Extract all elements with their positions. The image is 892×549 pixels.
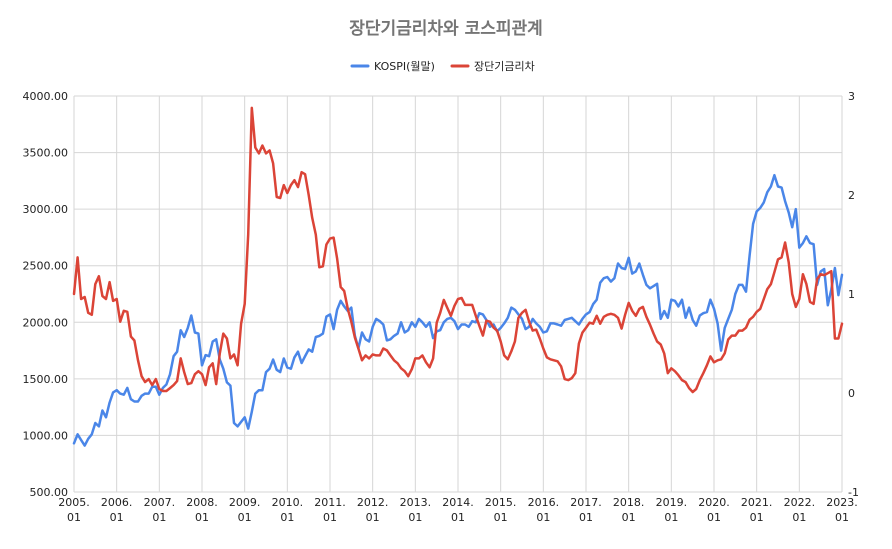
x-tick-label: 01	[579, 511, 593, 524]
x-tick-label: 01	[67, 511, 81, 524]
x-tick-label: 01	[280, 511, 294, 524]
y-left-tick-label: 2000.00	[23, 316, 69, 329]
x-tick-label: 01	[750, 511, 764, 524]
x-tick-label: 2012.	[357, 496, 389, 509]
x-tick-label: 2022.	[784, 496, 816, 509]
x-tick-label: 01	[238, 511, 252, 524]
y-right-tick-label: -1	[848, 486, 859, 499]
x-tick-label: 2007.	[144, 496, 176, 509]
gridlines	[73, 95, 843, 493]
y-left-tick-label: 1000.00	[23, 429, 69, 442]
y-axis-right: -1 0 1 2 3	[848, 90, 859, 499]
x-tick-label: 2016.	[528, 496, 560, 509]
x-tick-label: 01	[110, 511, 124, 524]
x-tick-label: 01	[792, 511, 806, 524]
x-tick-label: 2019.	[656, 496, 688, 509]
y-right-tick-label: 1	[848, 288, 855, 301]
y-left-tick-label: 3500.00	[23, 147, 69, 160]
x-tick-label: 2013.	[400, 496, 432, 509]
y-left-tick-label: 1500.00	[23, 373, 69, 386]
y-left-tick-label: 3000.00	[23, 203, 69, 216]
x-tick-label: 01	[707, 511, 721, 524]
x-tick-label: 2008.	[186, 496, 218, 509]
x-tick-label: 01	[622, 511, 636, 524]
y-left-tick-label: 2500.00	[23, 260, 69, 273]
x-tick-label: 01	[536, 511, 550, 524]
x-tick-label: 2021.	[741, 496, 773, 509]
x-tick-label: 2018.	[613, 496, 645, 509]
y-right-tick-label: 0	[848, 387, 855, 400]
x-tick-label: 01	[152, 511, 166, 524]
x-tick-label: 2011.	[314, 496, 346, 509]
legend-label-1: KOSPI(월말)	[374, 60, 435, 73]
y-left-tick-label: 500.00	[30, 486, 69, 499]
x-tick-label: 01	[835, 511, 849, 524]
chart-title: 장단기금리차와 코스피관계	[349, 19, 543, 39]
y-right-tick-label: 3	[848, 90, 855, 103]
x-tick-label: 2005.	[58, 496, 90, 509]
x-tick-label: 01	[366, 511, 380, 524]
x-axis: 2005. 01 2006. 01 2007. 01 2008. 01 2009. 01 2010.…	[58, 496, 858, 524]
x-tick-label: 2014.	[442, 496, 474, 509]
x-tick-label: 2010.	[272, 496, 304, 509]
x-tick-label: 2009.	[229, 496, 261, 509]
x-tick-label: 01	[664, 511, 678, 524]
x-tick-label: 2020.	[698, 496, 730, 509]
series-line-2	[72, 106, 844, 394]
series-line-1	[72, 173, 844, 447]
y-left-tick-label: 4000.00	[23, 90, 69, 103]
x-tick-label: 01	[494, 511, 508, 524]
x-tick-label: 2006.	[101, 496, 133, 509]
x-tick-label: 01	[408, 511, 422, 524]
x-tick-label: 2023.	[826, 496, 858, 509]
y-right-tick-label: 2	[848, 189, 855, 202]
y-axis-left: 500.00 1000.00 1500.00 2000.00 2500.00 3000.0…	[23, 90, 69, 499]
legend-label-2: 장단기금리차	[474, 60, 535, 73]
x-tick-label: 2015.	[485, 496, 517, 509]
x-tick-label: 01	[195, 511, 209, 524]
x-tick-label: 01	[323, 511, 337, 524]
legend: KOSPI(월말) 장단기금리차	[350, 60, 535, 73]
x-tick-label: 01	[451, 511, 465, 524]
x-tick-label: 2017.	[570, 496, 602, 509]
series-lines	[72, 106, 844, 447]
